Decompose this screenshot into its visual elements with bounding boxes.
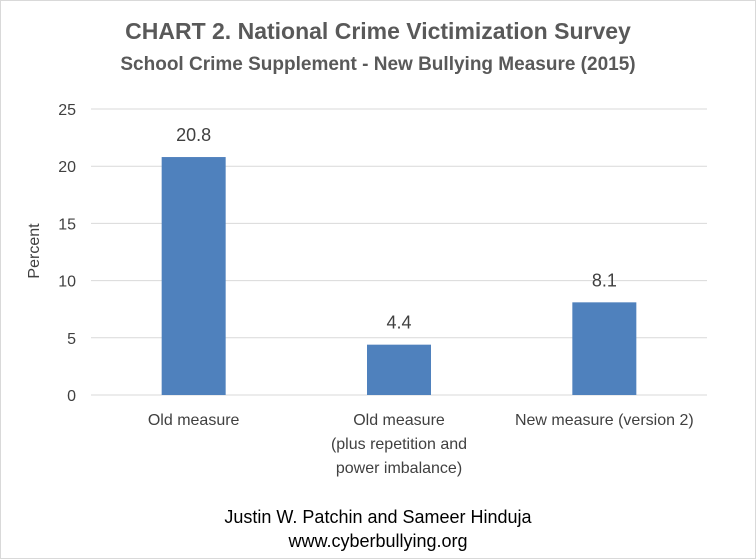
- y-tick-label: 20: [58, 159, 76, 176]
- x-category-label: Old measure (plus repetition and power imb…: [331, 412, 467, 477]
- data-labels: 20.8 4.4 8.1: [176, 125, 617, 333]
- x-category-label: New measure (version 2): [515, 412, 694, 429]
- y-tick-label: 10: [58, 274, 76, 291]
- x-category-label: Old measure: [148, 412, 240, 429]
- credit-website: www.cyberbullying.org: [287, 531, 467, 551]
- bars: [161, 157, 637, 395]
- bar: [572, 302, 637, 395]
- data-label: 4.4: [386, 313, 411, 333]
- y-axis-ticks: 0 5 10 15 20 25: [58, 102, 76, 405]
- bar: [367, 344, 431, 395]
- x-axis-categories: Old measure Old measure (plus repetition a…: [148, 412, 694, 477]
- y-tick-label: 25: [58, 102, 76, 119]
- y-tick-label: 5: [67, 331, 76, 348]
- y-tick-label: 0: [67, 388, 76, 405]
- data-label: 20.8: [176, 125, 211, 145]
- bar: [161, 157, 226, 395]
- y-axis-title: Percent: [26, 223, 43, 279]
- y-tick-label: 15: [58, 216, 76, 233]
- credit-authors: Justin W. Patchin and Sameer Hinduja: [224, 507, 532, 527]
- data-label: 8.1: [592, 270, 617, 290]
- chart-subtitle: School Crime Supplement - New Bullying M…: [120, 54, 635, 75]
- chart-title: CHART 2. National Crime Victimization Su…: [125, 18, 631, 44]
